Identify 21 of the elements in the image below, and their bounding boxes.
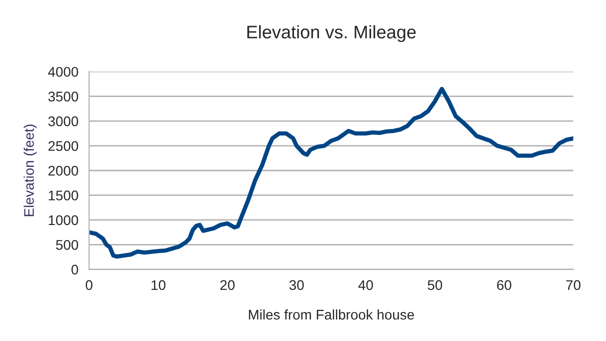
x-tick-label: 30 [289,280,304,290]
y-tick-label: 3500 [48,92,78,102]
y-tick-label: 500 [56,240,78,250]
y-tick-label: 4000 [48,66,78,77]
x-tick-label: 60 [497,280,512,290]
x-tick-label: 50 [428,280,442,290]
x-tick-label: 20 [220,280,235,290]
y-axis-title: Elevation (feet) [24,124,37,216]
y-tick-label: 1000 [48,215,78,226]
y-tick-label: 3000 [48,116,78,126]
line-series [89,86,574,259]
y-tick-label: 0 [71,264,78,275]
y-tick-label: 2000 [48,166,78,176]
x-tick-label: 40 [358,280,373,290]
x-tick-label: 10 [152,280,166,290]
x-tick-label: 70 [566,280,580,290]
x-tick-label: 0 [86,280,92,290]
chart-title: Elevation vs. Mileage [247,25,416,42]
x-axis-title: Miles from Fallbrook house [248,309,414,320]
y-tick-label: 2500 [48,141,78,151]
y-tick-label: 1500 [48,190,78,200]
